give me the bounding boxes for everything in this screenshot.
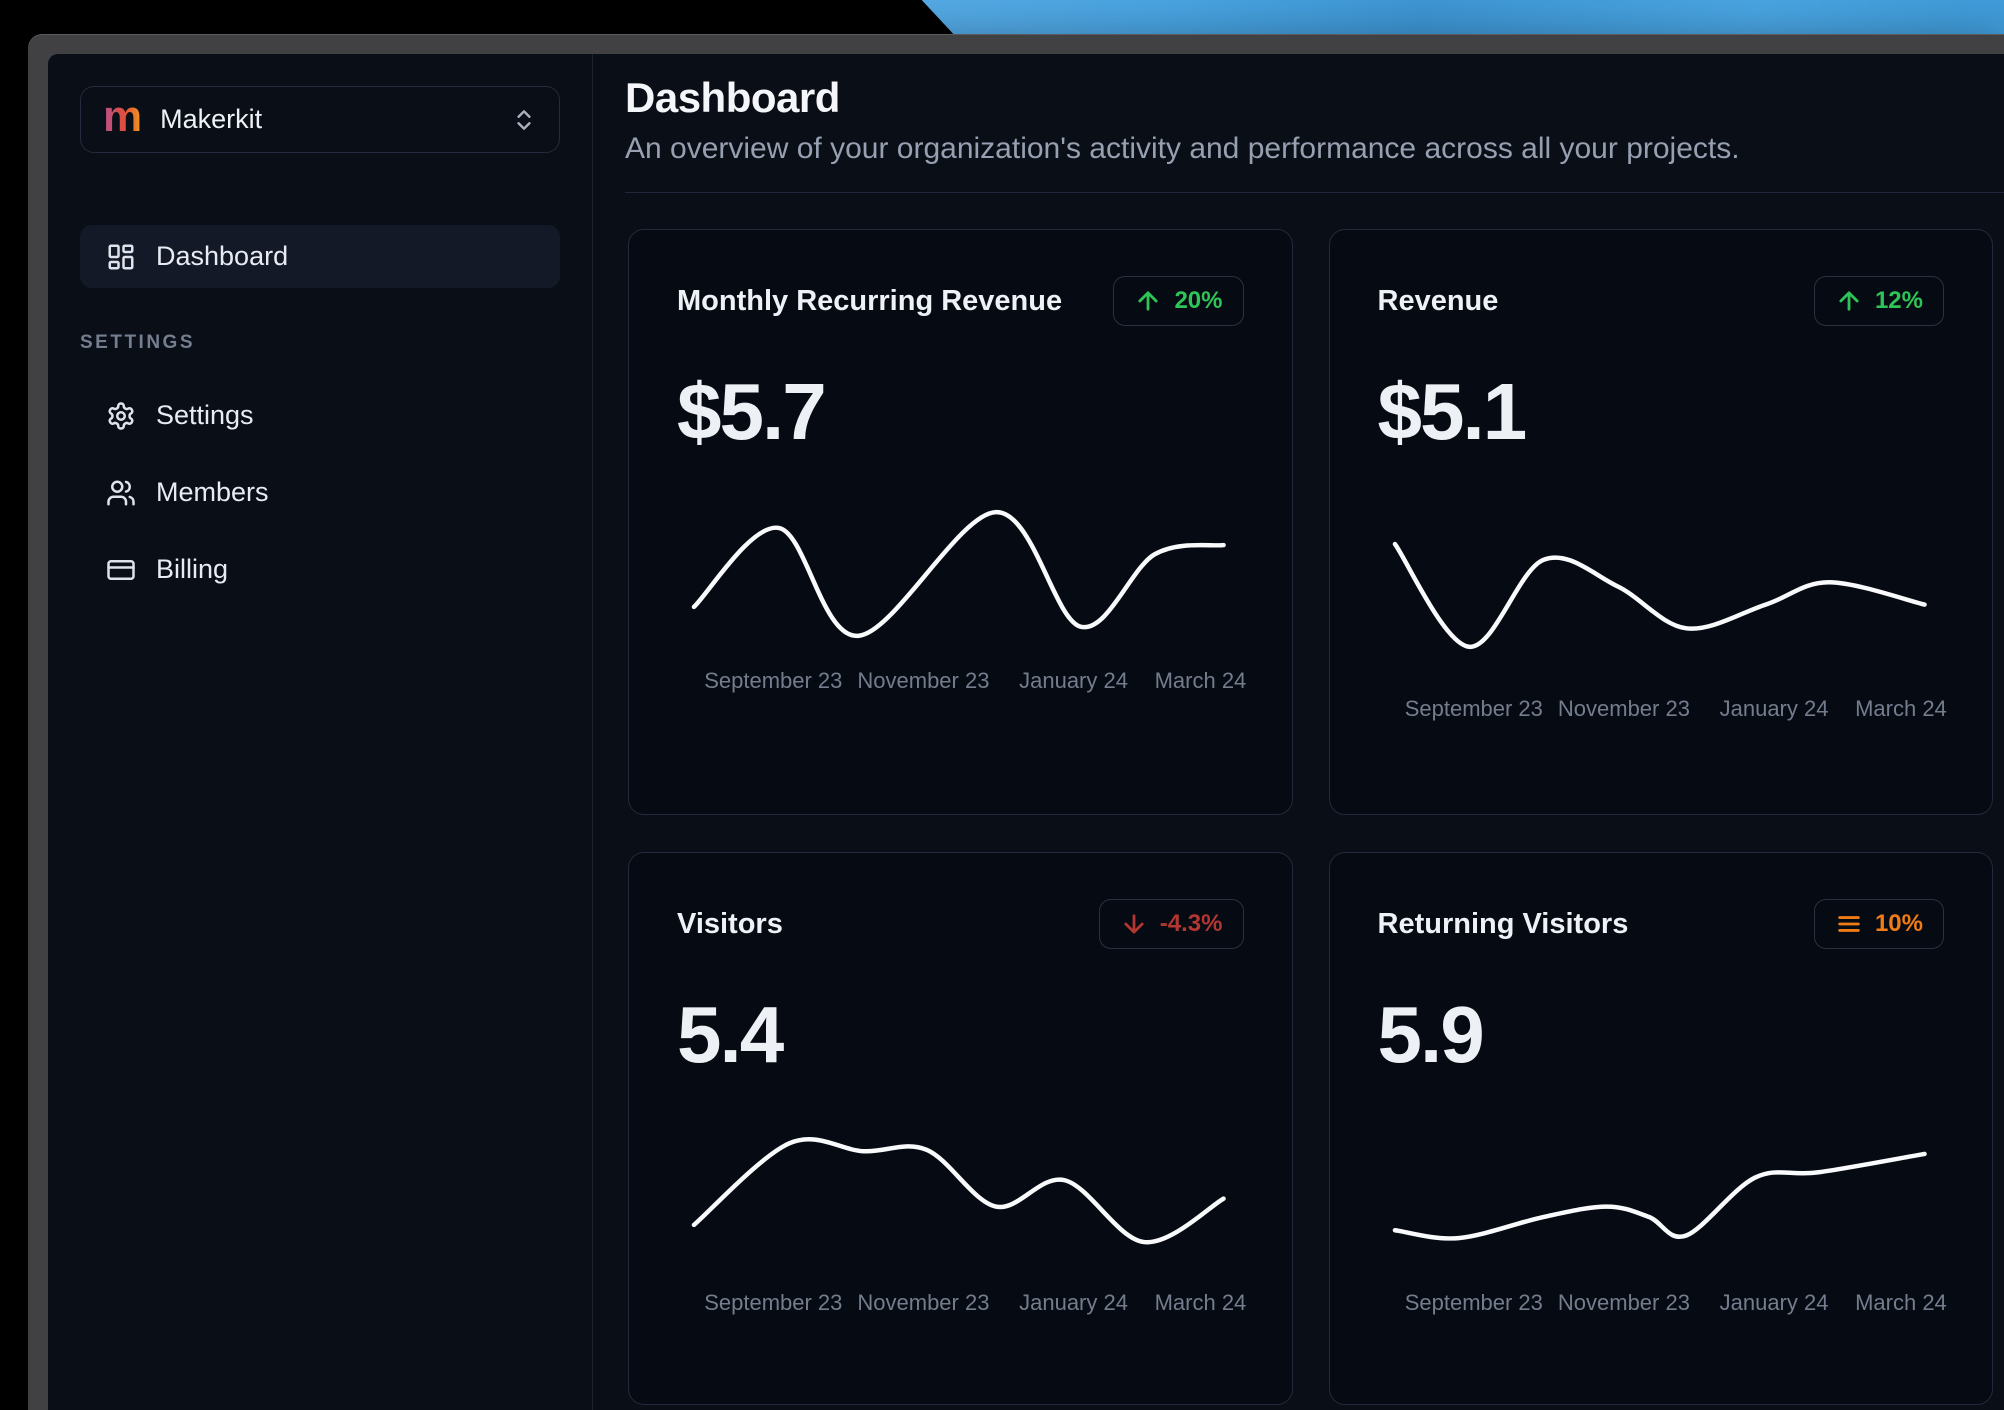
sparkline-svg — [691, 1137, 1226, 1245]
x-tick-label: January 24 — [1719, 696, 1829, 721]
x-tick-label: November 23 — [857, 668, 990, 693]
x-axis-labels: September 23 November 23 January 24 Marc… — [1378, 696, 1947, 722]
metric-card: Revenue 12% $5.1 September 23 November 2… — [1328, 229, 1993, 815]
x-tick-label: March 24 — [1855, 696, 1947, 721]
sidebar: m Makerkit Dashboard SETTINGS Settings — [48, 54, 593, 1410]
sidebar-item-settings[interactable]: Settings — [80, 384, 560, 447]
metric-card-header: Revenue 12% — [1377, 276, 1944, 326]
sidebar-item-dashboard[interactable]: Dashboard — [80, 225, 560, 288]
metric-value: $5.1 — [1377, 367, 1528, 456]
page-header: Dashboard An overview of your organizati… — [625, 54, 2004, 193]
sparkline-chart: September 23 November 23 January 24 Marc… — [677, 500, 1247, 694]
window-title-bar[interactable] — [28, 34, 2004, 54]
x-tick-label: September 23 — [1404, 696, 1543, 721]
x-tick-label: January 24 — [1719, 1290, 1829, 1315]
metric-value: 5.4 — [677, 990, 784, 1079]
metric-card-header: Monthly Recurring Revenue 20% — [677, 276, 1244, 326]
x-tick-label: September 23 — [704, 668, 843, 693]
makerkit-logo: m — [103, 91, 143, 141]
sparkline-svg — [1392, 1151, 1927, 1241]
arrow-up-icon — [1138, 291, 1159, 311]
metric-title: Revenue — [1377, 284, 1499, 317]
sidebar-item-billing[interactable]: Billing — [80, 538, 560, 601]
metric-title: Visitors — [677, 907, 783, 940]
metric-card-header: Returning Visitors 10% — [1377, 899, 1944, 949]
x-tick-label: January 24 — [1019, 668, 1128, 693]
gear-icon — [108, 401, 134, 430]
app-window: m Makerkit Dashboard SETTINGS Settings — [28, 34, 2004, 1410]
sparkline-chart: September 23 November 23 January 24 Marc… — [1378, 528, 1947, 722]
chevrons-up-down-icon — [517, 109, 531, 130]
metric-card-header: Visitors -4.3% — [677, 899, 1244, 949]
x-tick-label: January 24 — [1019, 1290, 1128, 1315]
x-tick-label: September 23 — [1404, 1290, 1543, 1315]
x-tick-label: March 24 — [1154, 1290, 1247, 1315]
x-tick-label: November 23 — [857, 1290, 990, 1315]
metric-change-value: -4.3% — [1159, 910, 1223, 937]
sidebar-item-label: Dashboard — [156, 241, 289, 271]
equal-lines-icon — [1838, 916, 1860, 932]
metric-change-value: 12% — [1874, 287, 1923, 314]
layout-dashboard-icon — [108, 244, 134, 269]
metric-card: Returning Visitors 10% 5.9 September 23 … — [1328, 852, 1993, 1405]
x-tick-label: September 23 — [704, 1290, 843, 1315]
metric-trend-badge: 20% — [1113, 276, 1244, 326]
metric-card: Monthly Recurring Revenue 20% $5.7 Septe… — [628, 229, 1293, 815]
metric-title: Monthly Recurring Revenue — [677, 284, 1063, 317]
sidebar-spacer — [80, 153, 560, 225]
page-title: Dashboard — [625, 74, 840, 121]
metric-change-value: 10% — [1874, 910, 1923, 937]
metric-change-value: 20% — [1174, 287, 1223, 314]
app-content: m Makerkit Dashboard SETTINGS Settings — [48, 54, 2004, 1410]
x-tick-label: November 23 — [1557, 1290, 1690, 1315]
x-tick-label: March 24 — [1154, 668, 1247, 693]
workspace-selector[interactable]: m Makerkit — [80, 86, 560, 153]
sparkline-chart: September 23 November 23 January 24 Marc… — [677, 1122, 1247, 1316]
metric-card: Visitors -4.3% 5.4 September 23 November… — [628, 852, 1293, 1405]
sparkline-chart: September 23 November 23 January 24 Marc… — [1378, 1122, 1947, 1316]
x-axis-labels: September 23 November 23 January 24 Marc… — [677, 668, 1247, 694]
metric-trend-badge: 10% — [1813, 899, 1944, 949]
page-subtitle: An overview of your organization's activ… — [625, 132, 1740, 165]
x-tick-label: March 24 — [1855, 1290, 1947, 1315]
sidebar-item-members[interactable]: Members — [80, 461, 560, 524]
main-content: Dashboard An overview of your organizati… — [593, 54, 2004, 1410]
users-icon — [107, 480, 135, 505]
sparkline-svg — [691, 509, 1226, 639]
metric-title: Returning Visitors — [1377, 907, 1629, 940]
x-tick-label: November 23 — [1557, 696, 1690, 721]
sidebar-item-label: Settings — [156, 400, 254, 430]
metric-trend-badge: 12% — [1813, 276, 1944, 326]
credit-card-icon — [107, 559, 135, 580]
metric-value: $5.7 — [677, 367, 827, 456]
metric-value: 5.9 — [1377, 990, 1485, 1079]
metric-trend-badge: -4.3% — [1098, 899, 1244, 949]
sidebar-item-label: Billing — [156, 554, 229, 584]
sidebar-item-label: Members — [156, 477, 269, 507]
x-axis-labels: September 23 November 23 January 24 Marc… — [677, 1290, 1247, 1316]
sparkline-svg — [1392, 541, 1927, 650]
sidebar-section-label: SETTINGS — [80, 332, 196, 353]
arrow-up-icon — [1839, 291, 1859, 311]
cards-grid: Monthly Recurring Revenue 20% $5.7 Septe… — [628, 229, 1993, 1405]
arrow-down-icon — [1124, 914, 1144, 934]
workspace-name: Makerkit — [160, 104, 263, 134]
x-axis-labels: September 23 November 23 January 24 Marc… — [1378, 1290, 1947, 1316]
